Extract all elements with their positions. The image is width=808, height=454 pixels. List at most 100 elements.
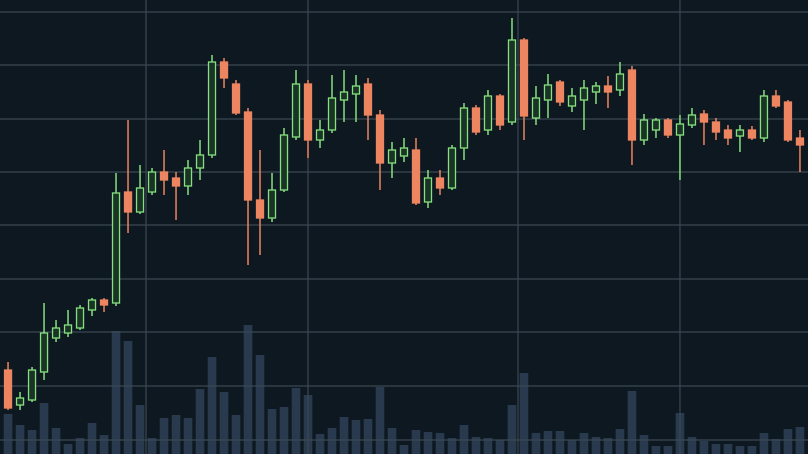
volume-bar (75, 438, 85, 454)
volume-bar (627, 391, 637, 454)
candle-body (135, 187, 145, 213)
candle-body (711, 121, 721, 133)
candle-body (207, 61, 217, 156)
candle-body (243, 111, 253, 201)
volume-bar (723, 444, 733, 454)
candle-body (735, 129, 745, 137)
volume-bar (291, 388, 301, 454)
volume-bar (771, 439, 781, 454)
volume-bar (87, 423, 97, 454)
candle-body (447, 147, 457, 189)
volume-bar (231, 415, 241, 454)
candle-body (723, 129, 733, 139)
candle-body (87, 299, 97, 311)
candle-body (471, 107, 481, 133)
candle-body (663, 119, 673, 136)
candle-body (543, 84, 553, 101)
volume-bar (135, 405, 145, 454)
volume-bar (603, 438, 613, 454)
candle-body (387, 149, 397, 164)
candle-body (147, 171, 157, 193)
volume-bar (3, 414, 13, 454)
volume-bar (759, 433, 769, 454)
candle-body (639, 119, 649, 141)
volume-bar (51, 428, 61, 454)
volume-bar (207, 357, 217, 454)
volume-bar (327, 428, 337, 454)
volume-bar (183, 418, 193, 454)
candle-body (351, 85, 361, 95)
candle-body (459, 107, 469, 149)
volume-bar (687, 437, 697, 454)
candle-body (63, 324, 73, 334)
volume-bar (567, 440, 577, 454)
candle-body (507, 39, 517, 123)
candle-body (687, 114, 697, 126)
volume-bar (255, 355, 265, 454)
candle-body (3, 369, 13, 409)
candle-body (315, 129, 325, 141)
volume-bar (387, 428, 397, 454)
volume-bar (471, 437, 481, 454)
volume-bar (591, 437, 601, 454)
volume-bar (495, 440, 505, 454)
candle-body (231, 83, 241, 114)
volume-bar (111, 331, 121, 454)
volume-bar (399, 445, 409, 454)
volume-bar (363, 419, 373, 454)
candle-body (183, 167, 193, 187)
candle-body (255, 199, 265, 219)
volume-bar (579, 433, 589, 454)
candle-body (759, 95, 769, 139)
candle-body (363, 83, 373, 116)
volume-bar (147, 438, 157, 454)
candle-body (423, 177, 433, 203)
candle-body (159, 171, 169, 181)
volume-bar (483, 438, 493, 454)
volume-bar (651, 446, 661, 454)
volume-bar (375, 387, 385, 454)
volume-bar (171, 415, 181, 454)
candle-body (747, 129, 757, 139)
candle-body (495, 95, 505, 126)
volume-bar (351, 420, 361, 454)
candle-body (303, 83, 313, 141)
candle-body (279, 134, 289, 191)
volume-bar (279, 407, 289, 454)
candle-body (39, 332, 49, 373)
candle-body (111, 192, 121, 304)
candle-body (627, 69, 637, 141)
volume-bar (543, 431, 553, 454)
candle-body (123, 191, 133, 213)
candle-body (27, 369, 37, 401)
volume-bar (195, 389, 205, 454)
candle-body (675, 123, 685, 136)
volume-bar (243, 325, 253, 454)
volume-bar (339, 417, 349, 454)
volume-bar (267, 409, 277, 454)
candle-body (579, 87, 589, 101)
volume-bar (555, 431, 565, 454)
volume-bar (39, 403, 49, 454)
candle-body (555, 81, 565, 103)
candle-body (15, 397, 25, 406)
volume-bar (159, 418, 169, 454)
candle-body (651, 119, 661, 131)
candle-body (75, 307, 85, 329)
volume-bar (699, 441, 709, 454)
candle-body (267, 189, 277, 219)
candle-body (327, 97, 337, 131)
candle-body (51, 327, 61, 339)
volume-bar (531, 433, 541, 454)
candle-body (531, 97, 541, 119)
volume-bar (27, 430, 37, 454)
volume-bar (735, 446, 745, 454)
candle-body (567, 95, 577, 107)
volume-bar (447, 438, 457, 454)
candle-body (195, 154, 205, 169)
candle-body (375, 114, 385, 164)
volume-bar (315, 434, 325, 454)
candle-body (771, 95, 781, 107)
